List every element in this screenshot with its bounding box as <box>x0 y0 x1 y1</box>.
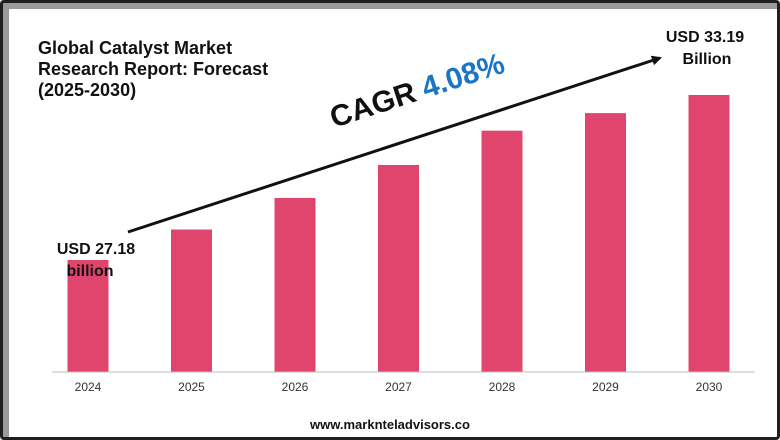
bar-2029 <box>585 113 626 372</box>
x-tick-label-2027: 2027 <box>385 380 412 394</box>
bar-2027 <box>378 164 419 372</box>
footer-url[interactable]: www.marknteladvisors.co <box>310 417 470 432</box>
chart-title: Global Catalyst Market Research Report: … <box>38 38 269 100</box>
x-tick-label-2026: 2026 <box>282 380 309 394</box>
cagr-arrow <box>127 55 662 234</box>
end-value-label: USD 33.19 <box>666 29 744 46</box>
x-axis-ticks: 2024 2025 2026 2027 2028 2029 2030 <box>75 380 723 394</box>
bars-group <box>67 94 730 372</box>
start-value-unit: billion <box>66 263 113 280</box>
bar-2030 <box>688 94 730 372</box>
x-tick-label-2028: 2028 <box>489 380 516 394</box>
x-tick-label-2030: 2030 <box>696 380 723 394</box>
bar-2024 <box>67 259 109 372</box>
cagr-label: CAGR4.08% <box>326 47 509 134</box>
x-tick-label-2024: 2024 <box>75 380 102 394</box>
x-tick-label-2029: 2029 <box>592 380 619 394</box>
x-tick-label-2025: 2025 <box>178 380 205 394</box>
bar-2026 <box>274 197 316 372</box>
bar-2028 <box>481 130 523 372</box>
end-value-unit: Billion <box>683 51 732 68</box>
bar-2025 <box>171 229 212 372</box>
start-value-label: USD 27.18 <box>57 241 135 258</box>
